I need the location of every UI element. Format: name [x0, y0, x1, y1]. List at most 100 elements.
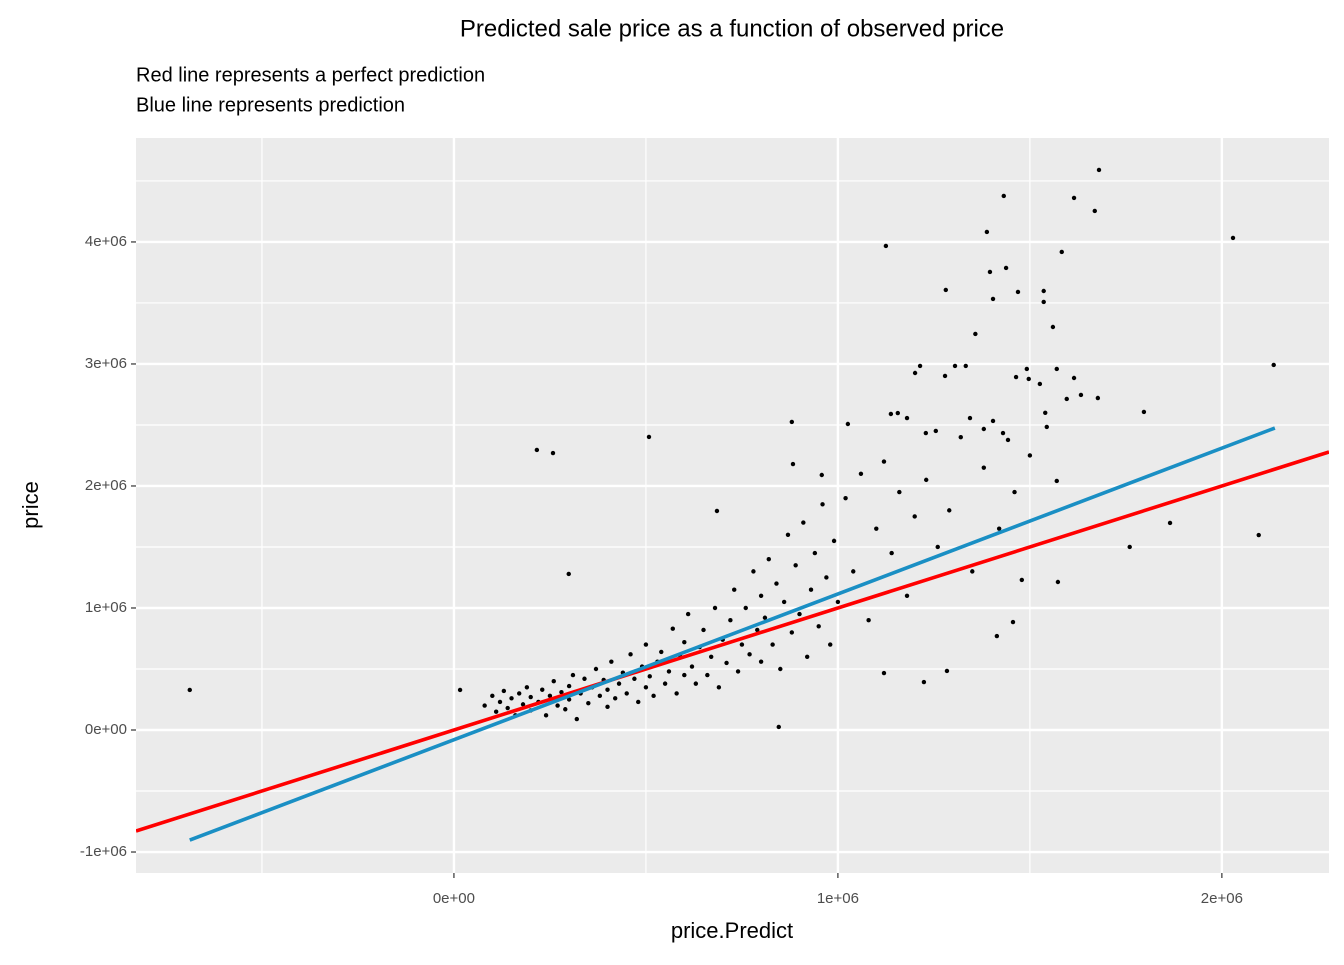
point	[708, 654, 714, 659]
point	[528, 694, 533, 700]
point	[1127, 544, 1132, 550]
point	[1064, 396, 1069, 402]
point	[981, 465, 987, 470]
point	[1013, 374, 1019, 380]
point	[797, 611, 802, 617]
x-tick-label: 0e+00	[433, 890, 475, 907]
point	[559, 689, 564, 695]
point	[812, 550, 818, 556]
point	[793, 563, 798, 568]
x-tick-label: 1e+06	[817, 890, 859, 907]
point	[967, 415, 973, 421]
point	[609, 659, 614, 664]
point	[616, 681, 622, 686]
point	[693, 681, 699, 686]
point	[819, 472, 824, 478]
subtitle: Blue line represents prediction	[136, 94, 405, 116]
point	[963, 363, 968, 369]
point	[801, 520, 806, 525]
point	[551, 678, 556, 684]
point	[593, 666, 599, 672]
point	[724, 660, 729, 666]
point	[1167, 520, 1173, 526]
y-tick-label: 2e+06	[85, 477, 127, 494]
point	[889, 550, 894, 556]
point	[1044, 424, 1049, 430]
point	[778, 666, 783, 672]
point	[883, 243, 889, 249]
point	[881, 459, 887, 464]
point	[994, 633, 1000, 639]
point	[816, 624, 821, 629]
point	[845, 421, 851, 427]
point	[712, 605, 718, 611]
point	[605, 704, 610, 710]
chart-title: Predicted sale price as a function of ob…	[460, 15, 1004, 42]
x-tick-label: 2e+06	[1201, 890, 1243, 907]
point	[804, 654, 810, 659]
point	[924, 477, 929, 483]
point	[895, 410, 900, 416]
point	[1003, 265, 1009, 271]
point	[808, 587, 814, 592]
point	[735, 669, 741, 674]
point	[705, 672, 710, 678]
point	[874, 526, 879, 531]
point	[570, 672, 576, 678]
point	[1050, 324, 1056, 330]
point	[540, 687, 545, 692]
point	[685, 611, 691, 617]
point	[651, 693, 656, 699]
point	[952, 363, 958, 369]
point	[547, 693, 553, 699]
point	[888, 411, 894, 417]
point	[1005, 437, 1011, 443]
point	[689, 664, 695, 669]
point	[1026, 376, 1031, 382]
point	[1055, 579, 1061, 585]
point	[789, 419, 795, 425]
point	[670, 626, 675, 631]
point	[858, 471, 864, 476]
point	[1256, 532, 1261, 538]
point	[785, 532, 791, 537]
point	[1041, 288, 1046, 294]
point	[636, 699, 641, 705]
point	[987, 269, 993, 275]
point	[758, 659, 764, 664]
point	[1041, 299, 1046, 305]
point	[776, 724, 781, 730]
point	[1043, 410, 1048, 415]
point	[563, 707, 568, 712]
point	[1271, 362, 1276, 368]
point	[739, 642, 745, 647]
point	[1054, 478, 1059, 484]
point	[1001, 193, 1006, 199]
point	[881, 670, 887, 676]
point	[912, 514, 917, 519]
y-tick-label: 4e+06	[85, 233, 127, 250]
point	[1092, 208, 1097, 214]
point	[923, 430, 929, 436]
point	[550, 450, 556, 456]
point	[482, 703, 487, 708]
point	[743, 605, 748, 611]
point	[758, 593, 764, 598]
point	[612, 696, 618, 701]
point	[751, 569, 756, 574]
point	[682, 639, 687, 645]
point	[921, 679, 927, 685]
point	[509, 696, 514, 701]
point	[566, 683, 572, 689]
point	[1037, 381, 1043, 387]
point	[187, 687, 192, 693]
point	[543, 713, 549, 718]
point	[493, 709, 499, 714]
point	[520, 702, 526, 707]
point	[728, 617, 733, 623]
point	[1019, 577, 1025, 583]
point	[843, 495, 848, 501]
point	[912, 370, 918, 376]
point	[990, 296, 996, 302]
point	[646, 434, 652, 440]
